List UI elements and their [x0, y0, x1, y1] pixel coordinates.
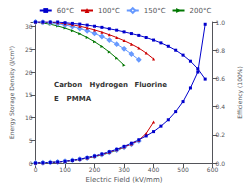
svg-text:400: 400	[148, 166, 160, 173]
svg-text:E: E	[54, 95, 59, 103]
svg-text:Electric Field (kV/mm): Electric Field (kV/mm)	[86, 176, 163, 184]
svg-text:Hydrogen: Hydrogen	[90, 81, 128, 89]
svg-text:0.2: 0.2	[216, 131, 226, 138]
svg-text:0: 0	[34, 166, 38, 173]
svg-text:0.8: 0.8	[216, 47, 226, 54]
svg-text:100: 100	[59, 166, 71, 173]
svg-text:600: 600	[207, 166, 219, 173]
svg-text:200: 200	[89, 166, 101, 173]
svg-text:Efficiency (100%): Efficiency (100%)	[236, 66, 244, 119]
svg-text:30: 30	[25, 23, 33, 30]
svg-text:100°C: 100°C	[98, 7, 120, 15]
svg-text:25: 25	[25, 46, 33, 53]
svg-text:PMMA: PMMA	[67, 95, 92, 103]
svg-text:500: 500	[177, 166, 189, 173]
svg-text:Energy Storage Density (J/cm³): Energy Storage Density (J/cm³)	[8, 46, 16, 139]
svg-text:300: 300	[118, 166, 130, 173]
svg-text:Fluorine: Fluorine	[134, 81, 167, 89]
svg-text:200°C: 200°C	[190, 7, 212, 15]
svg-text:Carbon: Carbon	[54, 81, 82, 89]
svg-text:20: 20	[25, 69, 33, 76]
svg-text:0.6: 0.6	[216, 75, 226, 82]
svg-text:1.0: 1.0	[216, 19, 226, 26]
svg-text:0: 0	[29, 160, 33, 167]
svg-text:5: 5	[29, 137, 33, 144]
svg-text:150°C: 150°C	[144, 7, 166, 15]
svg-text:15: 15	[25, 91, 33, 98]
svg-text:10: 10	[25, 114, 33, 121]
svg-text:0.0: 0.0	[215, 159, 226, 167]
svg-text:0.4: 0.4	[216, 103, 226, 110]
svg-text:60°C: 60°C	[57, 7, 74, 15]
